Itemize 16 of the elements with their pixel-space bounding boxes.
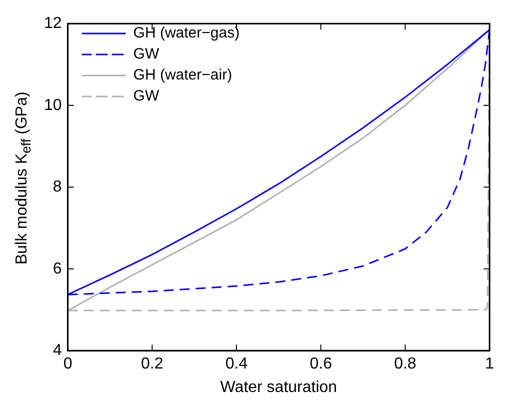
x-tick-label: 0.4 <box>225 356 248 373</box>
x-tick-label: 0.2 <box>141 356 164 373</box>
y-tick-label: 8 <box>52 178 62 196</box>
legend-label: GW <box>133 46 160 63</box>
x-tick-label: 0.6 <box>310 356 332 373</box>
legend-label: GW <box>133 88 160 105</box>
x-tick-label: 1 <box>485 356 494 373</box>
x-axis-title: Water saturation <box>220 378 338 396</box>
legend-label: GH (water−air) <box>133 66 232 84</box>
y-tick-label: 6 <box>52 260 62 278</box>
x-tick-label: 0.8 <box>394 356 416 373</box>
y-tick-label: 12 <box>44 15 62 32</box>
x-tick-label: 0 <box>63 356 72 373</box>
y-tick-label: 4 <box>52 342 62 360</box>
y-tick-label: 10 <box>44 96 62 114</box>
legend-label: GH (water−gas) <box>133 24 240 42</box>
